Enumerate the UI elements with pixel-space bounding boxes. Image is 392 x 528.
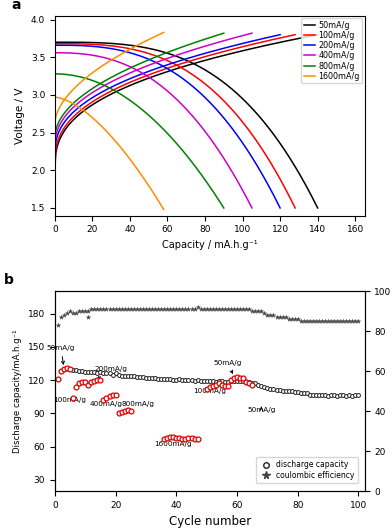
800mA/g	[53, 71, 57, 77]
200mA/g	[53, 42, 57, 49]
Text: 50mA/g: 50mA/g	[214, 360, 242, 373]
400mA/g	[53, 50, 58, 56]
200mA/g	[53, 42, 58, 49]
200mA/g	[187, 80, 191, 87]
Text: 100mA/g: 100mA/g	[54, 397, 87, 403]
1600mA/g	[53, 94, 58, 100]
100mA/g	[293, 205, 298, 211]
100mA/g	[53, 41, 58, 47]
400mA/g	[231, 171, 236, 177]
Line: 800mA/g: 800mA/g	[55, 74, 224, 208]
Line: 50mA/g: 50mA/g	[55, 42, 318, 208]
100mA/g	[196, 75, 200, 81]
200mA/g	[186, 80, 191, 86]
800mA/g	[206, 181, 211, 187]
Text: 400mA/g: 400mA/g	[90, 401, 123, 407]
50mA/g	[53, 39, 57, 45]
1600mA/g	[117, 143, 122, 149]
Line: 200mA/g: 200mA/g	[55, 45, 280, 208]
Line: 400mA/g: 400mA/g	[55, 53, 252, 208]
Legend: discharge capacity, coulombic efficiency: discharge capacity, coulombic efficiency	[256, 457, 358, 483]
Y-axis label: Discharge capacity/mA.h.g⁻¹: Discharge capacity/mA.h.g⁻¹	[13, 329, 22, 453]
X-axis label: Capacity / mA.h.g⁻¹: Capacity / mA.h.g⁻¹	[162, 240, 258, 250]
400mA/g	[250, 205, 254, 211]
1600mA/g	[117, 143, 122, 149]
1600mA/g	[162, 206, 166, 213]
100mA/g	[195, 74, 200, 81]
400mA/g	[219, 151, 223, 157]
800mA/g	[153, 118, 158, 125]
100mA/g	[270, 163, 275, 169]
Text: 50mA/g: 50mA/g	[247, 407, 276, 413]
50mA/g	[209, 71, 214, 77]
50mA/g	[208, 70, 213, 77]
400mA/g	[169, 91, 174, 98]
50mA/g	[53, 39, 58, 45]
Y-axis label: Voltage / V: Voltage / V	[15, 88, 25, 144]
Text: 200mA/g: 200mA/g	[94, 366, 127, 379]
Line: 1600mA/g: 1600mA/g	[55, 97, 164, 210]
200mA/g	[242, 143, 247, 149]
1600mA/g	[53, 94, 57, 100]
800mA/g	[156, 121, 161, 127]
1600mA/g	[151, 190, 156, 196]
Line: 100mA/g: 100mA/g	[55, 44, 295, 208]
Text: 100mA/g: 100mA/g	[193, 389, 226, 394]
200mA/g	[278, 205, 283, 211]
50mA/g	[315, 205, 320, 211]
800mA/g	[53, 71, 58, 77]
50mA/g	[274, 135, 279, 142]
800mA/g	[152, 118, 157, 124]
Text: 1600mA/g: 1600mA/g	[154, 440, 192, 447]
400mA/g	[170, 92, 174, 98]
100mA/g	[255, 139, 260, 145]
400mA/g	[173, 95, 178, 101]
400mA/g	[53, 50, 57, 56]
800mA/g	[221, 205, 226, 211]
1600mA/g	[144, 180, 149, 186]
Text: a: a	[11, 0, 21, 12]
1600mA/g	[119, 145, 124, 152]
800mA/g	[195, 166, 200, 172]
200mA/g	[191, 83, 195, 90]
100mA/g	[200, 78, 204, 84]
Text: 50mA/g: 50mA/g	[47, 345, 75, 364]
Legend: 50mA/g, 100mA/g, 200mA/g, 400mA/g, 800mA/g, 1600mA/g: 50mA/g, 100mA/g, 200mA/g, 400mA/g, 800mA…	[301, 18, 362, 83]
200mA/g	[257, 166, 261, 172]
Text: b: b	[4, 274, 14, 287]
50mA/g	[213, 73, 218, 80]
X-axis label: Cycle number: Cycle number	[169, 515, 251, 528]
50mA/g	[291, 160, 296, 166]
100mA/g	[53, 41, 57, 47]
Text: 800mA/g: 800mA/g	[122, 401, 155, 412]
